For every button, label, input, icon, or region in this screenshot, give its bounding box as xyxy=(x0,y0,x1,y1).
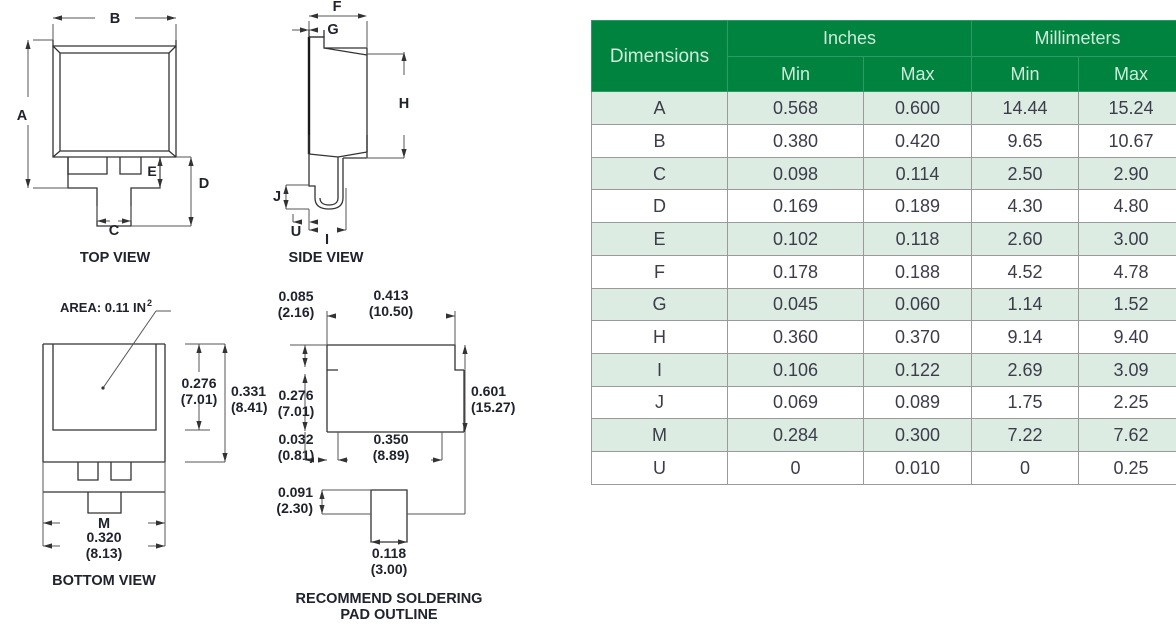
svg-text:0.413: 0.413 xyxy=(373,287,408,303)
svg-text:0.032: 0.032 xyxy=(278,431,313,447)
svg-text:(0.81): (0.81) xyxy=(278,447,315,463)
svg-text:(8.41): (8.41) xyxy=(231,399,268,415)
svg-text:AREA: 0.11 IN: AREA: 0.11 IN xyxy=(60,300,146,315)
svg-text:0.091: 0.091 xyxy=(278,484,313,500)
svg-text:(10.50): (10.50) xyxy=(369,303,413,319)
svg-text:E: E xyxy=(147,163,156,179)
svg-text:G: G xyxy=(327,22,338,38)
svg-text:(7.01): (7.01) xyxy=(278,403,315,419)
svg-text:0.331: 0.331 xyxy=(231,383,266,399)
svg-text:D: D xyxy=(199,176,209,192)
svg-text:I: I xyxy=(325,232,329,248)
svg-text:0.350: 0.350 xyxy=(373,431,408,447)
svg-text:J: J xyxy=(273,189,281,205)
svg-text:C: C xyxy=(109,223,120,239)
svg-text:(7.01): (7.01) xyxy=(181,391,218,407)
svg-text:(8.89): (8.89) xyxy=(373,447,410,463)
svg-text:2: 2 xyxy=(147,298,152,308)
svg-text:(2.16): (2.16) xyxy=(278,304,315,320)
svg-text:H: H xyxy=(399,96,409,112)
svg-text:(2.30): (2.30) xyxy=(276,500,313,516)
svg-text:(3.00): (3.00) xyxy=(371,561,408,577)
svg-text:A: A xyxy=(17,108,28,124)
svg-text:U: U xyxy=(291,224,301,240)
svg-text:F: F xyxy=(333,0,342,15)
svg-text:SIDE VIEW: SIDE VIEW xyxy=(289,250,364,266)
svg-text:0.085: 0.085 xyxy=(278,288,313,304)
svg-text:(8.13): (8.13) xyxy=(86,545,123,561)
svg-text:RECOMMEND SOLDERING: RECOMMEND SOLDERING xyxy=(296,591,483,607)
svg-text:0.320: 0.320 xyxy=(86,529,121,545)
svg-text:0.601: 0.601 xyxy=(471,383,506,399)
svg-text:(15.27): (15.27) xyxy=(471,399,515,415)
svg-text:0.276: 0.276 xyxy=(181,375,216,391)
svg-text:0.118: 0.118 xyxy=(372,545,406,561)
svg-text:TOP VIEW: TOP VIEW xyxy=(80,250,151,266)
svg-text:0.276: 0.276 xyxy=(278,387,313,403)
svg-text:B: B xyxy=(110,11,120,27)
svg-text:PAD OUTLINE: PAD OUTLINE xyxy=(340,607,438,623)
svg-text:BOTTOM VIEW: BOTTOM VIEW xyxy=(52,573,156,589)
